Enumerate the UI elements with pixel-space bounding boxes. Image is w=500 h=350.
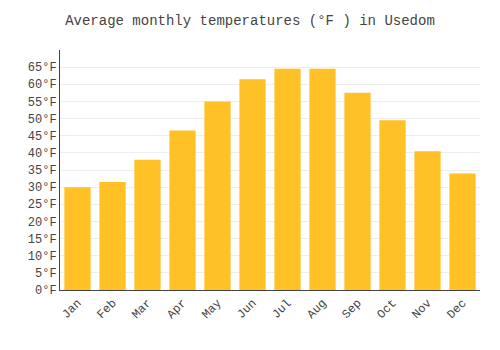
svg-text:5°F: 5°F (35, 267, 57, 281)
svg-text:Apr: Apr (164, 297, 189, 322)
svg-text:55°F: 55°F (28, 96, 57, 110)
svg-text:25°F: 25°F (28, 198, 57, 212)
svg-text:50°F: 50°F (28, 113, 57, 127)
svg-text:Jan: Jan (59, 297, 84, 322)
svg-text:10°F: 10°F (28, 250, 57, 264)
svg-text:65°F: 65°F (28, 61, 57, 75)
svg-text:Average monthly temperatures (: Average monthly temperatures (°F ) in Us… (65, 13, 435, 29)
svg-text:Jul: Jul (269, 297, 294, 322)
svg-text:Aug: Aug (304, 297, 329, 322)
svg-text:0°F: 0°F (35, 284, 57, 298)
svg-text:60°F: 60°F (28, 78, 57, 92)
svg-text:20°F: 20°F (28, 216, 57, 230)
svg-text:Sep: Sep (339, 297, 364, 322)
svg-text:Oct: Oct (374, 297, 399, 322)
svg-text:Nov: Nov (409, 297, 434, 322)
svg-text:35°F: 35°F (28, 164, 57, 178)
svg-text:40°F: 40°F (28, 147, 57, 161)
svg-text:May: May (199, 297, 224, 322)
svg-text:Mar: Mar (129, 297, 154, 322)
svg-text:Feb: Feb (94, 297, 119, 322)
svg-text:Dec: Dec (444, 297, 469, 322)
svg-text:30°F: 30°F (28, 181, 57, 195)
svg-text:Jun: Jun (234, 297, 259, 322)
svg-text:45°F: 45°F (28, 130, 57, 144)
svg-text:15°F: 15°F (28, 233, 57, 247)
